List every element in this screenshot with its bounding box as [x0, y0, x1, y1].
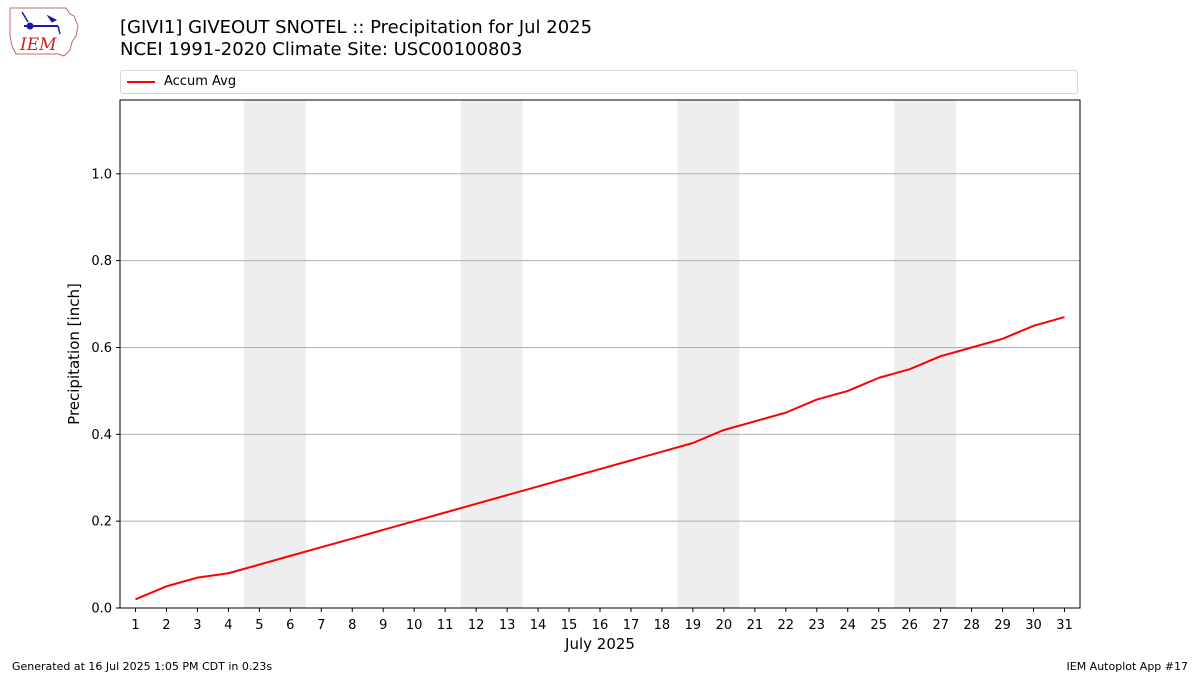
x-tick-label: 5 [255, 618, 263, 633]
y-tick-label: 0.2 [91, 515, 112, 530]
x-tick-label: 17 [623, 618, 640, 633]
legend: Accum Avg [120, 70, 1078, 94]
weekend-band-3 [677, 100, 740, 608]
legend-swatch-accum-avg [127, 81, 155, 83]
x-tick-label: 1 [131, 618, 139, 633]
footer-generated-text: Generated at 16 Jul 2025 1:05 PM CDT in … [12, 660, 273, 673]
x-tick-label: 26 [901, 618, 918, 633]
x-tick-label: 19 [685, 618, 702, 633]
x-tick-label: 6 [286, 618, 294, 633]
y-tick-label: 0.0 [91, 602, 112, 617]
iowa-outline-icon [9, 7, 79, 57]
footer-app-text: IEM Autoplot App #17 [1066, 660, 1189, 673]
x-tick-label: 31 [1056, 618, 1073, 633]
x-tick-label: 9 [379, 618, 387, 633]
x-axis-label: July 2025 [564, 635, 635, 653]
x-tick-label: 29 [994, 618, 1011, 633]
x-tick-label: 7 [317, 618, 325, 633]
logo-text: IEM [19, 35, 57, 55]
x-tick-label: 12 [468, 618, 485, 633]
y-tick-label: 0.8 [91, 254, 112, 269]
x-tick-label: 25 [870, 618, 887, 633]
y-tick-label: 1.0 [91, 167, 112, 182]
weather-symbols-icon [21, 11, 61, 35]
x-tick-label: 15 [561, 618, 578, 633]
x-tick-label: 8 [348, 618, 356, 633]
x-tick-label: 4 [224, 618, 232, 633]
x-tick-label: 24 [839, 618, 856, 633]
x-tick-label: 2 [162, 618, 170, 633]
y-axis-label: Precipitation [inch] [65, 283, 83, 425]
x-tick-label: 23 [809, 618, 826, 633]
chart-subtitle: NCEI 1991-2020 Climate Site: USC00100803 [120, 39, 523, 60]
series-line-accum-avg [135, 316, 1065, 601]
legend-label-accum-avg: Accum Avg [164, 74, 237, 89]
chart-title: [GIVI1] GIVEOUT SNOTEL :: Precipitation … [120, 17, 593, 38]
x-tick-label: 27 [932, 618, 949, 633]
y-tick-label: 0.6 [91, 341, 112, 356]
x-tick-label: 10 [406, 618, 423, 633]
x-tick-label: 18 [654, 618, 671, 633]
x-tick-label: 30 [1025, 618, 1042, 633]
iem-logo: IEM [9, 7, 79, 57]
x-tick-label: 11 [437, 618, 454, 633]
y-tick-label: 0.4 [91, 428, 112, 443]
x-tick-label: 14 [530, 618, 547, 633]
x-tick-label: 16 [592, 618, 609, 633]
x-tick-label: 13 [499, 618, 516, 633]
x-tick-label: 28 [963, 618, 980, 633]
x-tick-label: 20 [716, 618, 733, 633]
x-tick-label: 21 [747, 618, 764, 633]
x-tick-label: 3 [193, 618, 201, 633]
x-tick-label: 22 [778, 618, 795, 633]
weekend-band-2 [460, 100, 523, 608]
weekend-band-1 [243, 100, 306, 608]
